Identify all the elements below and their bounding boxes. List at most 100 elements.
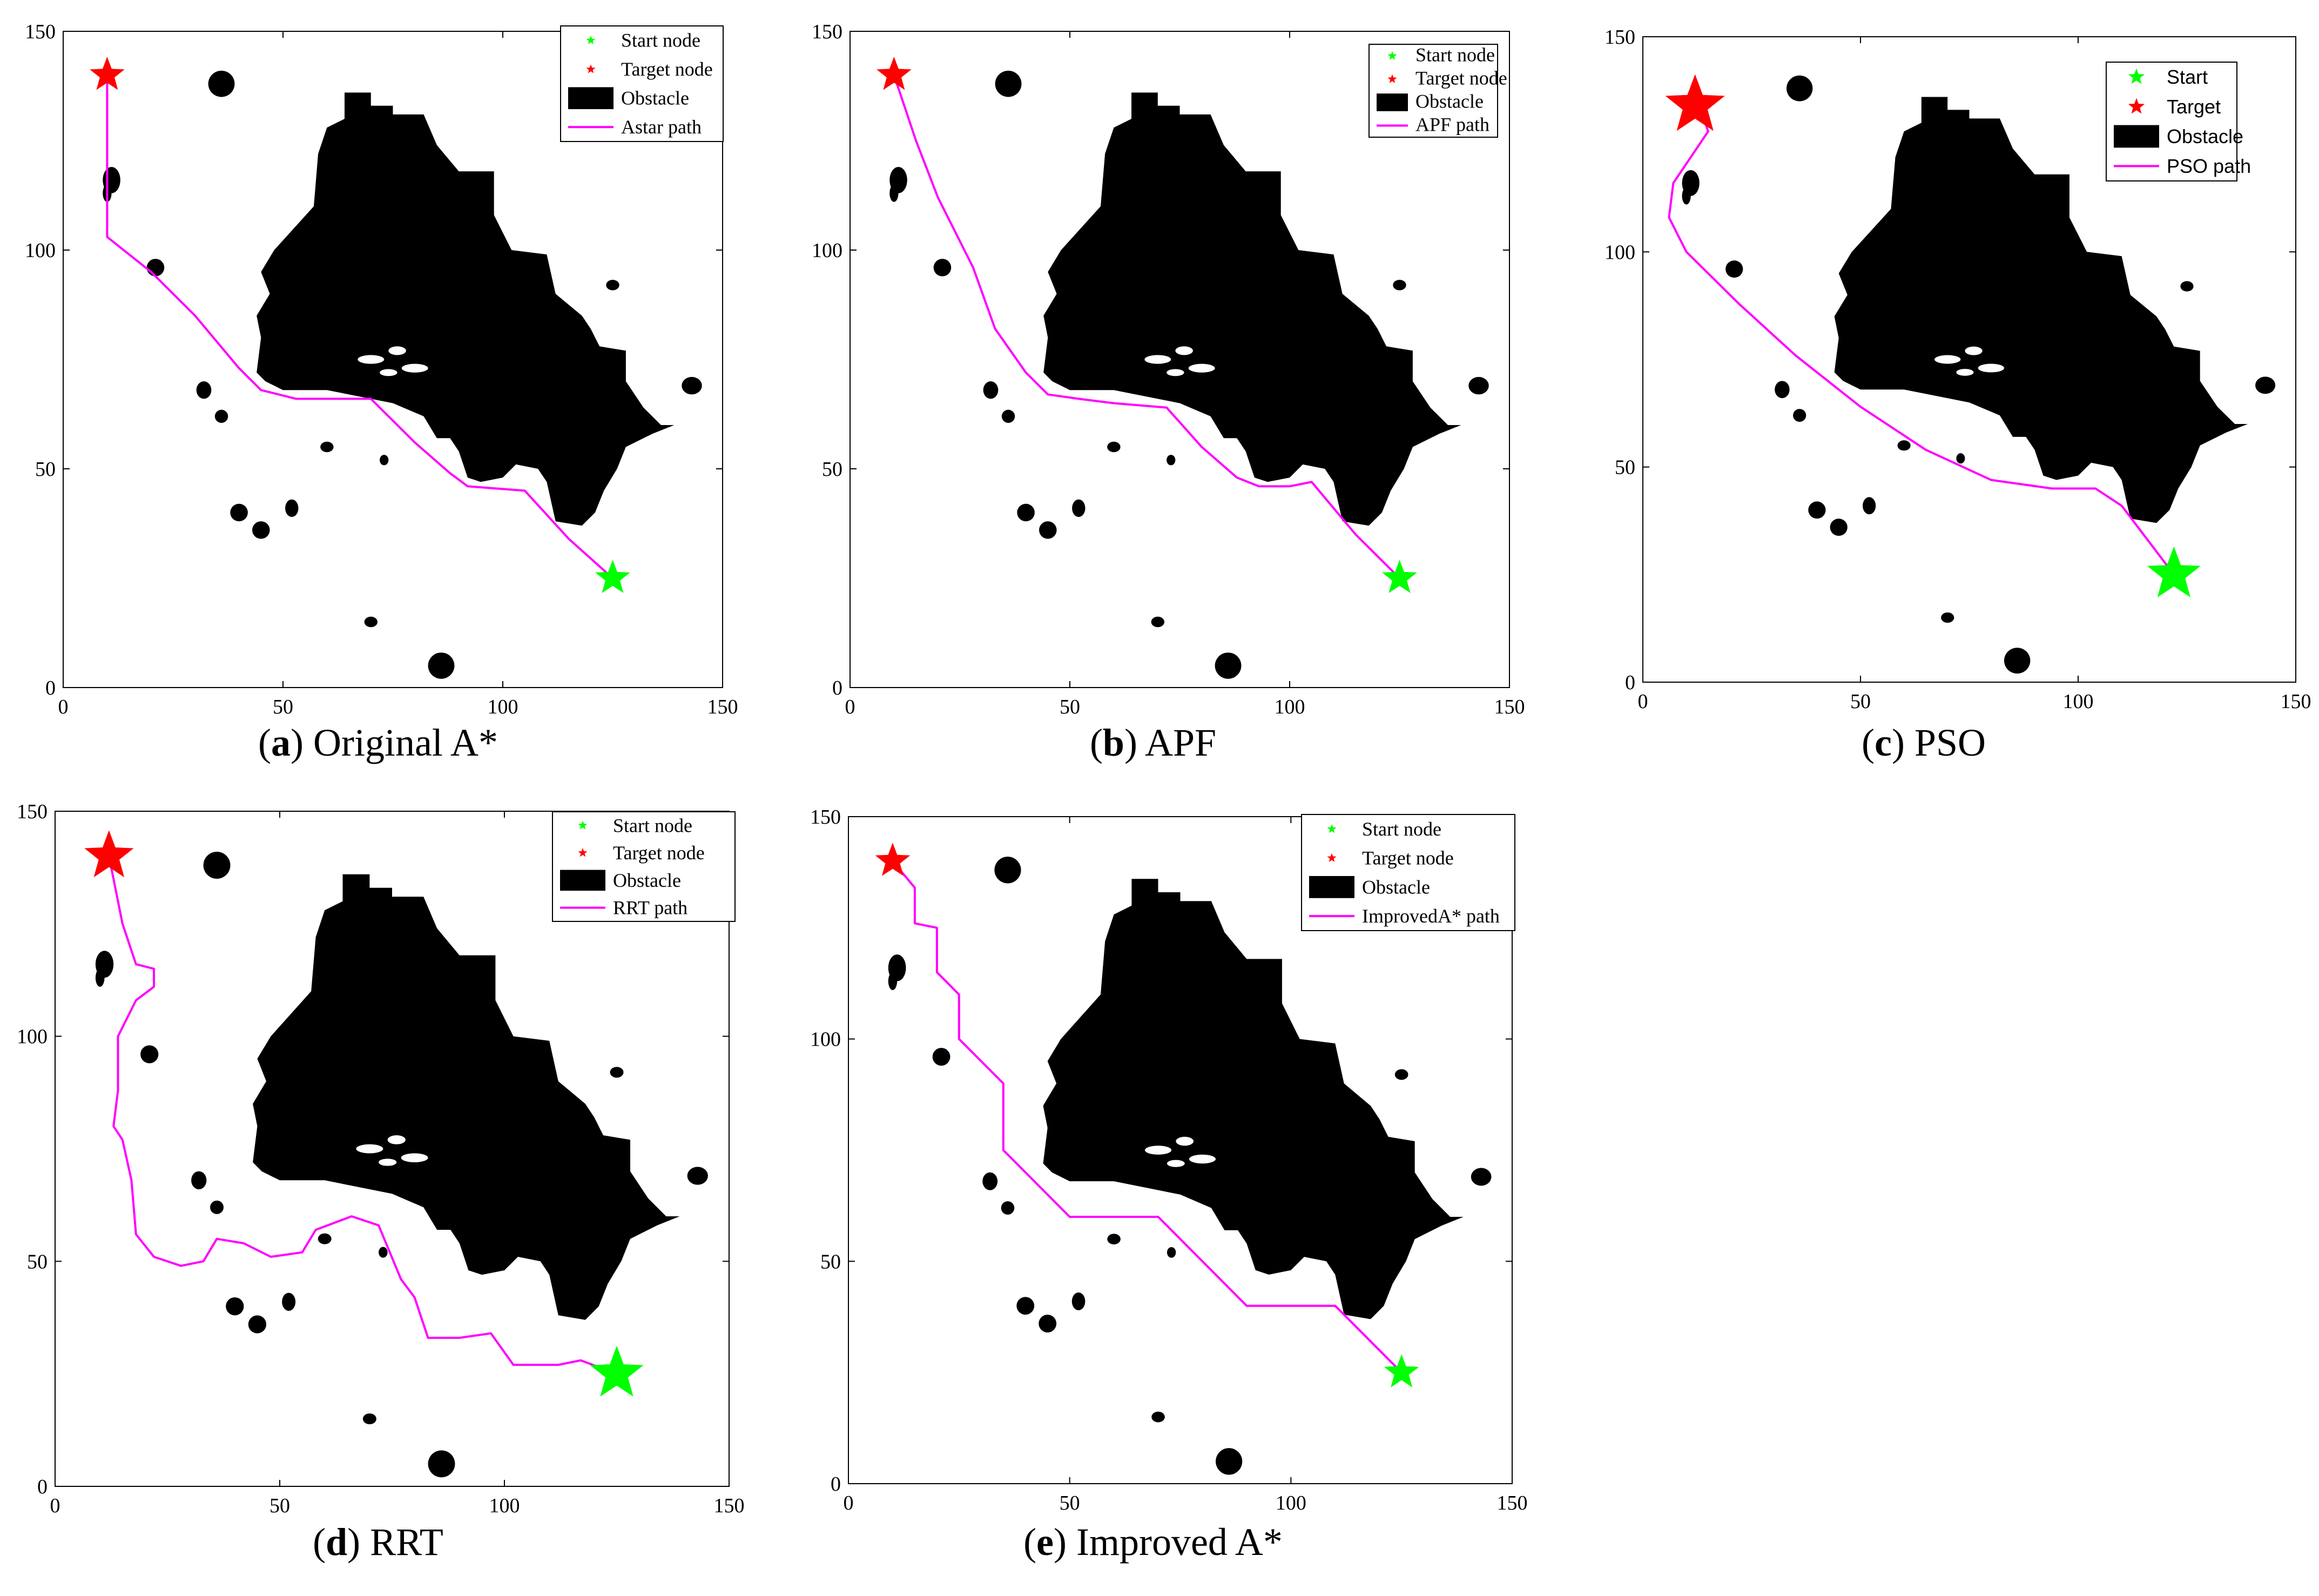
obstacle-blob: [1725, 260, 1743, 278]
x-tick-label: 100: [1275, 696, 1305, 718]
obstacle-gap: [356, 1144, 383, 1154]
y-tick-label: 0: [37, 1476, 48, 1498]
start-marker: [1384, 1354, 1419, 1388]
x-tick-label: 100: [488, 696, 518, 718]
obstacle-blob: [380, 455, 389, 466]
axes-frame: [850, 31, 1510, 688]
legend-label: Target node: [1362, 847, 1454, 869]
x-tick-label: 0: [845, 696, 855, 718]
path-line: [107, 856, 617, 1375]
obstacle-gap: [1934, 355, 1961, 364]
obstacle-blob: [995, 70, 1022, 97]
y-tick-label: 0: [45, 677, 56, 699]
obstacle-blob: [606, 280, 619, 291]
obstacle-gap: [358, 355, 385, 364]
obstacle-gap: [1956, 369, 1974, 376]
obstacle-blob: [1001, 1201, 1015, 1215]
obstacle-gap: [1965, 346, 1983, 355]
x-tick-label: 100: [489, 1494, 520, 1517]
caption-letter: e: [1036, 1520, 1054, 1564]
legend-label: Target: [2167, 96, 2221, 118]
obstacle-blob: [428, 652, 455, 679]
legend-start-icon: [1327, 824, 1337, 833]
x-tick-label: 150: [707, 696, 738, 718]
obstacle-blob: [428, 1450, 455, 1478]
obstacle-blob: [1775, 381, 1790, 399]
x-tick-label: 50: [1060, 1492, 1080, 1514]
x-tick-label: 0: [844, 1492, 854, 1514]
obstacle-blob: [2095, 375, 2113, 386]
obstacle-blob: [1393, 280, 1406, 291]
obstacle-blob: [1167, 455, 1176, 466]
legend-label: Start node: [613, 814, 692, 836]
obstacle-blob: [888, 972, 898, 991]
legend-label: Target node: [1415, 68, 1507, 89]
obstacle-blob: [140, 1045, 159, 1063]
obstacle-blob: [1956, 453, 1965, 464]
y-tick-label: 100: [25, 239, 56, 262]
y-tick-label: 100: [17, 1026, 48, 1048]
obstacle-blob: [1016, 1297, 1035, 1315]
obstacle-island: [1834, 97, 2248, 523]
legend: Start node Target node Obstacle RRT path: [552, 811, 736, 922]
plot-d: 0 50 100 150 0 50 100 150 Start node Target node O…: [17, 800, 745, 1517]
x-tick-label: 0: [50, 1494, 60, 1517]
obstacle-blob: [230, 503, 248, 522]
y-tick-label: 50: [822, 458, 842, 481]
obstacle-blob: [1863, 497, 1876, 515]
obstacle-blob: [687, 1167, 708, 1185]
obstacles: [1682, 75, 2276, 674]
legend-label: Obstacle: [621, 87, 689, 109]
obstacle-blob: [1808, 501, 1826, 519]
obstacle-gap: [380, 369, 397, 376]
legend-label: Obstacle: [2167, 125, 2243, 147]
legend-obstacle-icon: [1309, 876, 1354, 898]
obstacles: [103, 70, 702, 679]
obstacle-blob: [1072, 499, 1086, 517]
y-tick-label: 150: [812, 21, 842, 43]
obstacle-blob: [1830, 518, 1848, 536]
obstacle-blob: [214, 409, 228, 423]
caption-letter: b: [1102, 721, 1124, 764]
caption-letter: a: [271, 721, 291, 764]
obstacle-gap: [1188, 363, 1215, 373]
legend-label: Start node: [1415, 44, 1495, 66]
target-marker: [877, 57, 912, 90]
obstacles: [888, 857, 1492, 1475]
obstacle-gap: [379, 1159, 397, 1166]
legend-label: Start: [2167, 66, 2208, 88]
legend-label: APF path: [1415, 114, 1489, 136]
obstacle-blob: [1151, 616, 1165, 628]
x-tick-label: 100: [2063, 690, 2094, 713]
legend-label: Obstacle: [613, 870, 681, 891]
legend-label: Start node: [621, 30, 700, 51]
legend-target-icon: [578, 848, 588, 857]
obstacle-blob: [1216, 1448, 1243, 1475]
y-tick-label: 50: [27, 1250, 48, 1273]
y-tick-label: 150: [1605, 26, 1635, 49]
target-marker: [90, 57, 125, 90]
start-marker: [2147, 546, 2201, 597]
legend-label: Target node: [621, 58, 713, 80]
obstacle-blob: [1307, 376, 1325, 387]
y-tick-label: 0: [832, 677, 842, 699]
y-tick-label: 100: [810, 1028, 841, 1051]
y-tick-label: 50: [35, 458, 56, 481]
obstacle-blob: [1786, 75, 1813, 102]
obstacle-blob: [203, 852, 231, 879]
obstacle-blob: [983, 381, 999, 399]
legend-label: ImprovedA* path: [1362, 905, 1500, 927]
obstacle-blob: [1151, 1411, 1165, 1423]
obstacle-blob: [982, 1172, 998, 1190]
obstacle-blob: [248, 1315, 267, 1334]
x-tick-label: 100: [1276, 1492, 1306, 1514]
caption-d: (d) RRT: [313, 1520, 443, 1564]
legend-start-icon: [1387, 51, 1397, 60]
x-tick-label: 0: [58, 696, 69, 718]
target-marker: [875, 843, 911, 876]
legend-label: Start node: [1362, 818, 1441, 840]
obstacle-island: [1043, 879, 1464, 1319]
obstacle-gap: [1167, 1160, 1185, 1167]
legend-label: RRT path: [613, 897, 687, 919]
